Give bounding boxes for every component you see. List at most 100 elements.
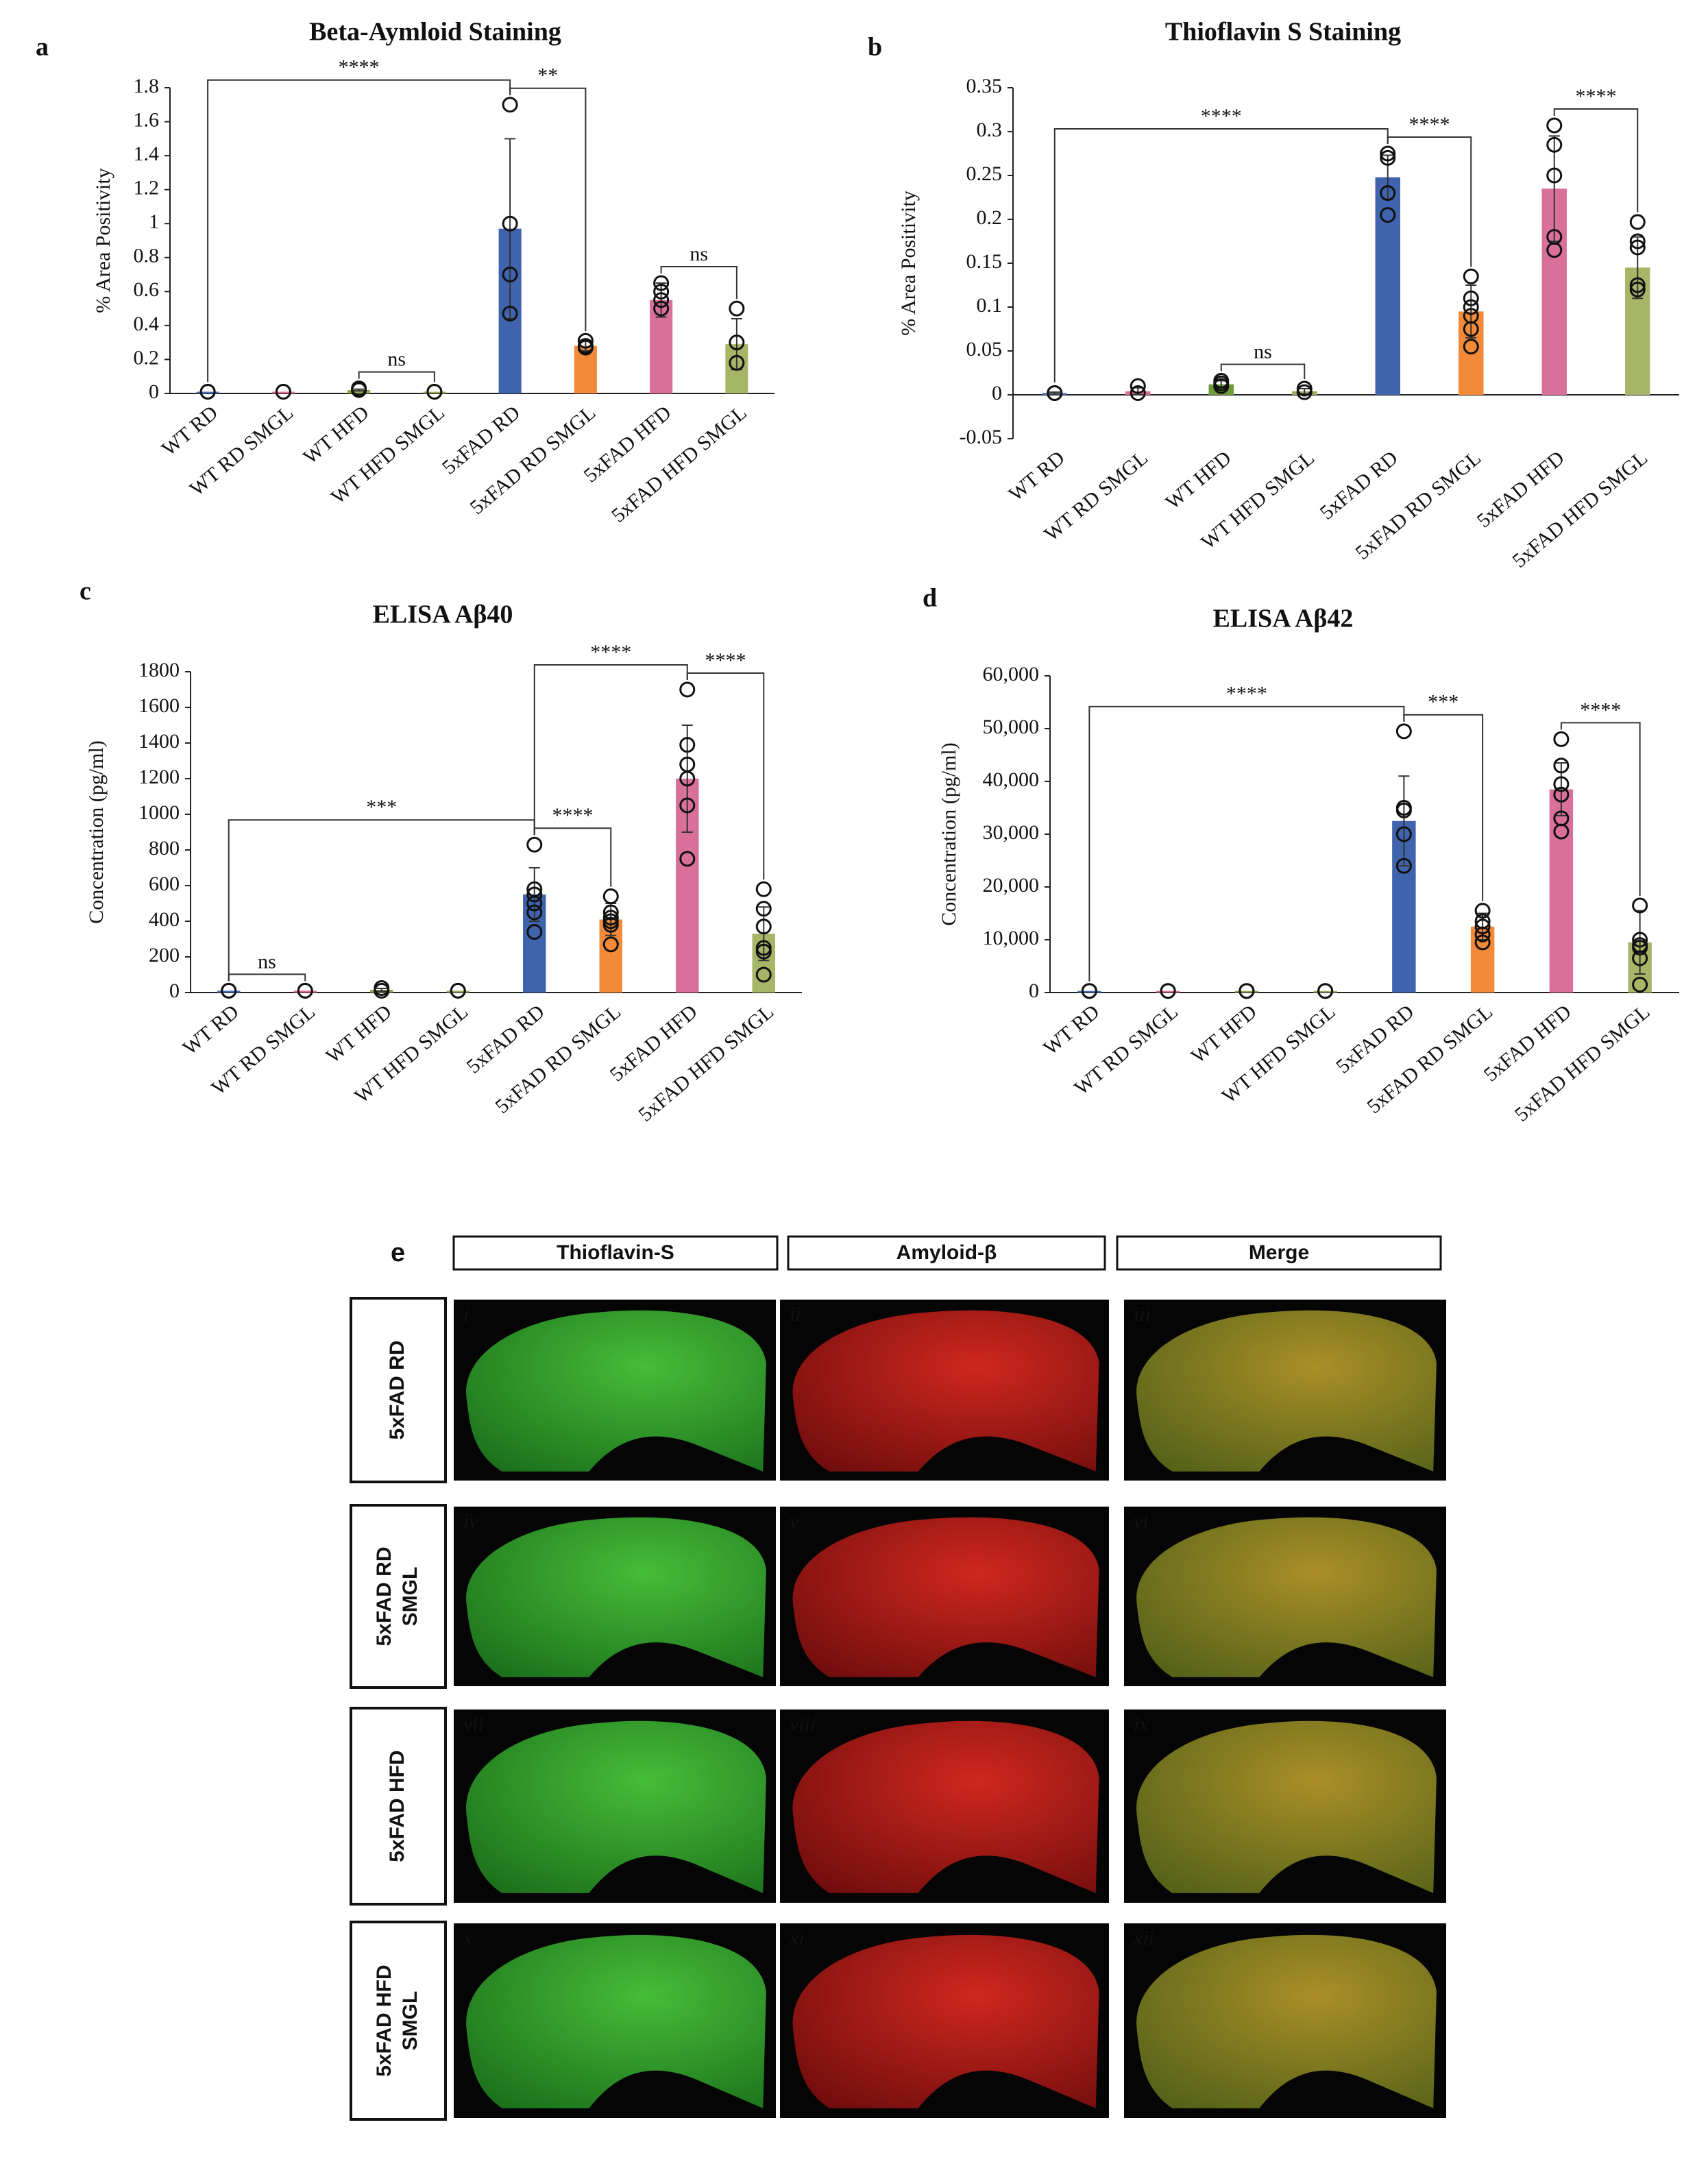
data-point bbox=[1130, 378, 1146, 394]
data-point bbox=[1629, 214, 1646, 230]
significance-label: *** bbox=[366, 796, 397, 818]
micrograph-label: vi bbox=[1134, 1510, 1149, 1533]
data-point bbox=[351, 382, 367, 398]
y-tick-label: 0 bbox=[169, 979, 180, 1002]
error-bar bbox=[1548, 135, 1560, 242]
data-point bbox=[1546, 136, 1563, 153]
data-point bbox=[1317, 983, 1334, 999]
y-tick-label: 800 bbox=[149, 837, 180, 860]
bar bbox=[347, 390, 371, 393]
data-point bbox=[679, 770, 696, 787]
data-point bbox=[602, 904, 619, 921]
error-bar bbox=[1398, 775, 1410, 867]
data-point bbox=[1463, 290, 1479, 306]
y-tick-label: 10,000 bbox=[983, 927, 1040, 949]
error-bar bbox=[1049, 391, 1060, 395]
data-point bbox=[1380, 145, 1396, 162]
y-tick-label: 0.25 bbox=[966, 162, 1003, 185]
x-tick-label: WT HFD bbox=[1161, 446, 1235, 513]
x-tick-label: WT HFD bbox=[1187, 1000, 1261, 1067]
data-point bbox=[1553, 731, 1570, 747]
x-tick-label: 5xFAD RD SMGL bbox=[466, 401, 600, 519]
data-point bbox=[1553, 757, 1570, 774]
y-axis-label: Concentration (pg/ml) bbox=[85, 740, 108, 923]
micrograph-tissue bbox=[1136, 1310, 1437, 1472]
significance-label: **** bbox=[552, 804, 594, 827]
y-tick-label: 0.2 bbox=[134, 346, 160, 369]
significance-label: ns bbox=[690, 243, 708, 265]
data-point bbox=[526, 836, 543, 853]
significance-bracket bbox=[228, 819, 535, 982]
micrograph-label: viii bbox=[790, 1713, 816, 1736]
significance-bracket bbox=[1088, 705, 1405, 982]
y-tick-label: 400 bbox=[149, 908, 180, 931]
data-point bbox=[1160, 983, 1176, 999]
data-point bbox=[577, 339, 594, 356]
significance-bracket bbox=[660, 265, 737, 300]
data-point bbox=[679, 737, 696, 753]
data-point bbox=[1553, 776, 1570, 792]
data-point bbox=[297, 982, 313, 999]
data-point bbox=[1395, 802, 1412, 818]
micrograph-tissue bbox=[1136, 1720, 1437, 1893]
y-tick-label: 20,000 bbox=[983, 874, 1040, 897]
y-tick-label: 1200 bbox=[138, 766, 180, 788]
significance-bracket bbox=[228, 973, 306, 982]
micrograph-tissue bbox=[466, 1934, 766, 2108]
bar bbox=[271, 391, 295, 393]
column-header-box bbox=[1116, 1235, 1442, 1271]
x-tick-label: 5xFAD HFD SMGL bbox=[1511, 1000, 1655, 1126]
error-bar bbox=[528, 867, 540, 922]
significance-label: ** bbox=[537, 64, 558, 87]
data-point bbox=[526, 904, 543, 921]
x-tick-label: WT RD bbox=[178, 1000, 243, 1060]
y-tick-label: 1000 bbox=[138, 801, 180, 824]
data-point bbox=[755, 966, 772, 983]
y-tick-label: 0 bbox=[992, 382, 1002, 404]
bar bbox=[196, 391, 219, 393]
data-point bbox=[1395, 723, 1412, 740]
y-tick-label: 0.4 bbox=[134, 313, 160, 335]
data-point bbox=[1629, 233, 1646, 250]
data-point bbox=[1629, 239, 1646, 256]
panel-letter: b bbox=[868, 33, 882, 62]
micrograph-tissue bbox=[792, 1720, 1099, 1893]
micrograph-label: i bbox=[463, 1303, 469, 1326]
error-bar bbox=[353, 388, 365, 392]
data-point bbox=[502, 97, 518, 113]
x-tick-label: 5xFAD RD SMGL bbox=[491, 1000, 625, 1118]
data-point bbox=[653, 292, 670, 308]
column-header-box bbox=[452, 1235, 779, 1271]
significance-label: **** bbox=[1580, 698, 1621, 721]
y-tick-label: 0.05 bbox=[966, 338, 1003, 361]
data-point bbox=[1463, 299, 1479, 315]
data-point bbox=[1081, 983, 1097, 999]
x-tick-label: WT RD bbox=[1004, 446, 1069, 506]
chart-title: ELISA Aβ42 bbox=[1213, 605, 1354, 633]
data-point bbox=[729, 300, 745, 317]
significance-label: ns bbox=[387, 348, 406, 370]
data-point bbox=[1296, 384, 1313, 400]
data-point bbox=[1632, 932, 1648, 948]
data-point bbox=[1474, 918, 1491, 935]
bar bbox=[1077, 990, 1101, 993]
micrograph-tissue bbox=[466, 1720, 766, 1893]
data-point bbox=[1632, 897, 1648, 914]
bar bbox=[423, 391, 446, 393]
row-label-box bbox=[350, 1707, 447, 1906]
row-label: 5xFAD HFD bbox=[373, 1964, 395, 2076]
data-point bbox=[526, 895, 543, 912]
bar bbox=[293, 990, 317, 993]
row-label: 5xFAD RD bbox=[373, 1546, 395, 1646]
micrograph-tissue bbox=[1136, 1934, 1437, 2108]
data-point bbox=[1553, 823, 1570, 840]
bar bbox=[1234, 990, 1259, 993]
x-tick-label: 5xFAD HFD SMGL bbox=[607, 401, 751, 527]
column-header-box bbox=[787, 1235, 1106, 1271]
data-point bbox=[1632, 976, 1648, 993]
data-point bbox=[653, 283, 670, 300]
significance-label: **** bbox=[339, 56, 380, 79]
micrograph-tissue bbox=[466, 1517, 766, 1677]
y-axis-label: Concentration (pg/ml) bbox=[938, 742, 960, 925]
